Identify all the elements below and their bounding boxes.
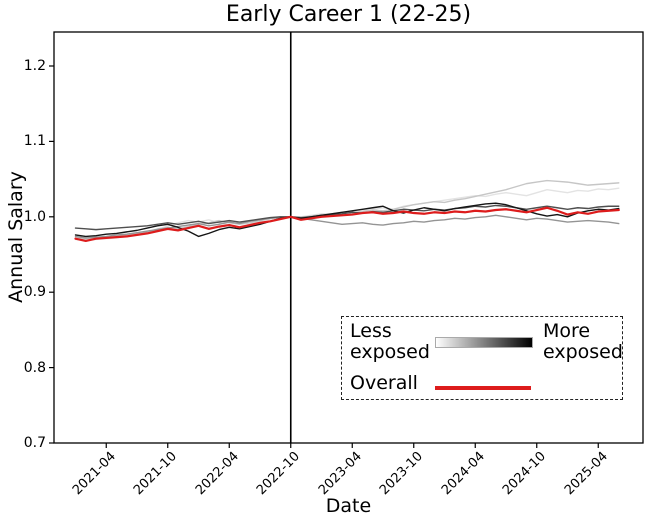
y-tick-label: 0.7 bbox=[23, 435, 46, 451]
x-axis-label: Date bbox=[325, 495, 372, 517]
axes-frame bbox=[53, 31, 644, 444]
y-tick-label: 1.0 bbox=[23, 208, 46, 225]
series-line-overall bbox=[74, 206, 620, 243]
y-tick-label: 1.1 bbox=[23, 133, 46, 150]
y-tick-label: 1.2 bbox=[23, 58, 46, 74]
legend-more-exposed-label: More exposed bbox=[543, 320, 623, 363]
y-tick-label: 0.8 bbox=[23, 359, 46, 376]
legend-overall-line-swatch bbox=[435, 386, 531, 390]
series-line-exposure-q4 bbox=[74, 204, 620, 231]
legend: Less exposed More exposed Overall bbox=[341, 316, 623, 400]
y-tick-label: 0.9 bbox=[23, 284, 46, 301]
chart-title: Early Career 1 (22-25) bbox=[225, 2, 472, 27]
exposure-gradient-swatch bbox=[435, 337, 533, 348]
legend-less-exposed-label: Less exposed bbox=[350, 320, 430, 363]
legend-overall-label: Overall bbox=[350, 372, 418, 394]
